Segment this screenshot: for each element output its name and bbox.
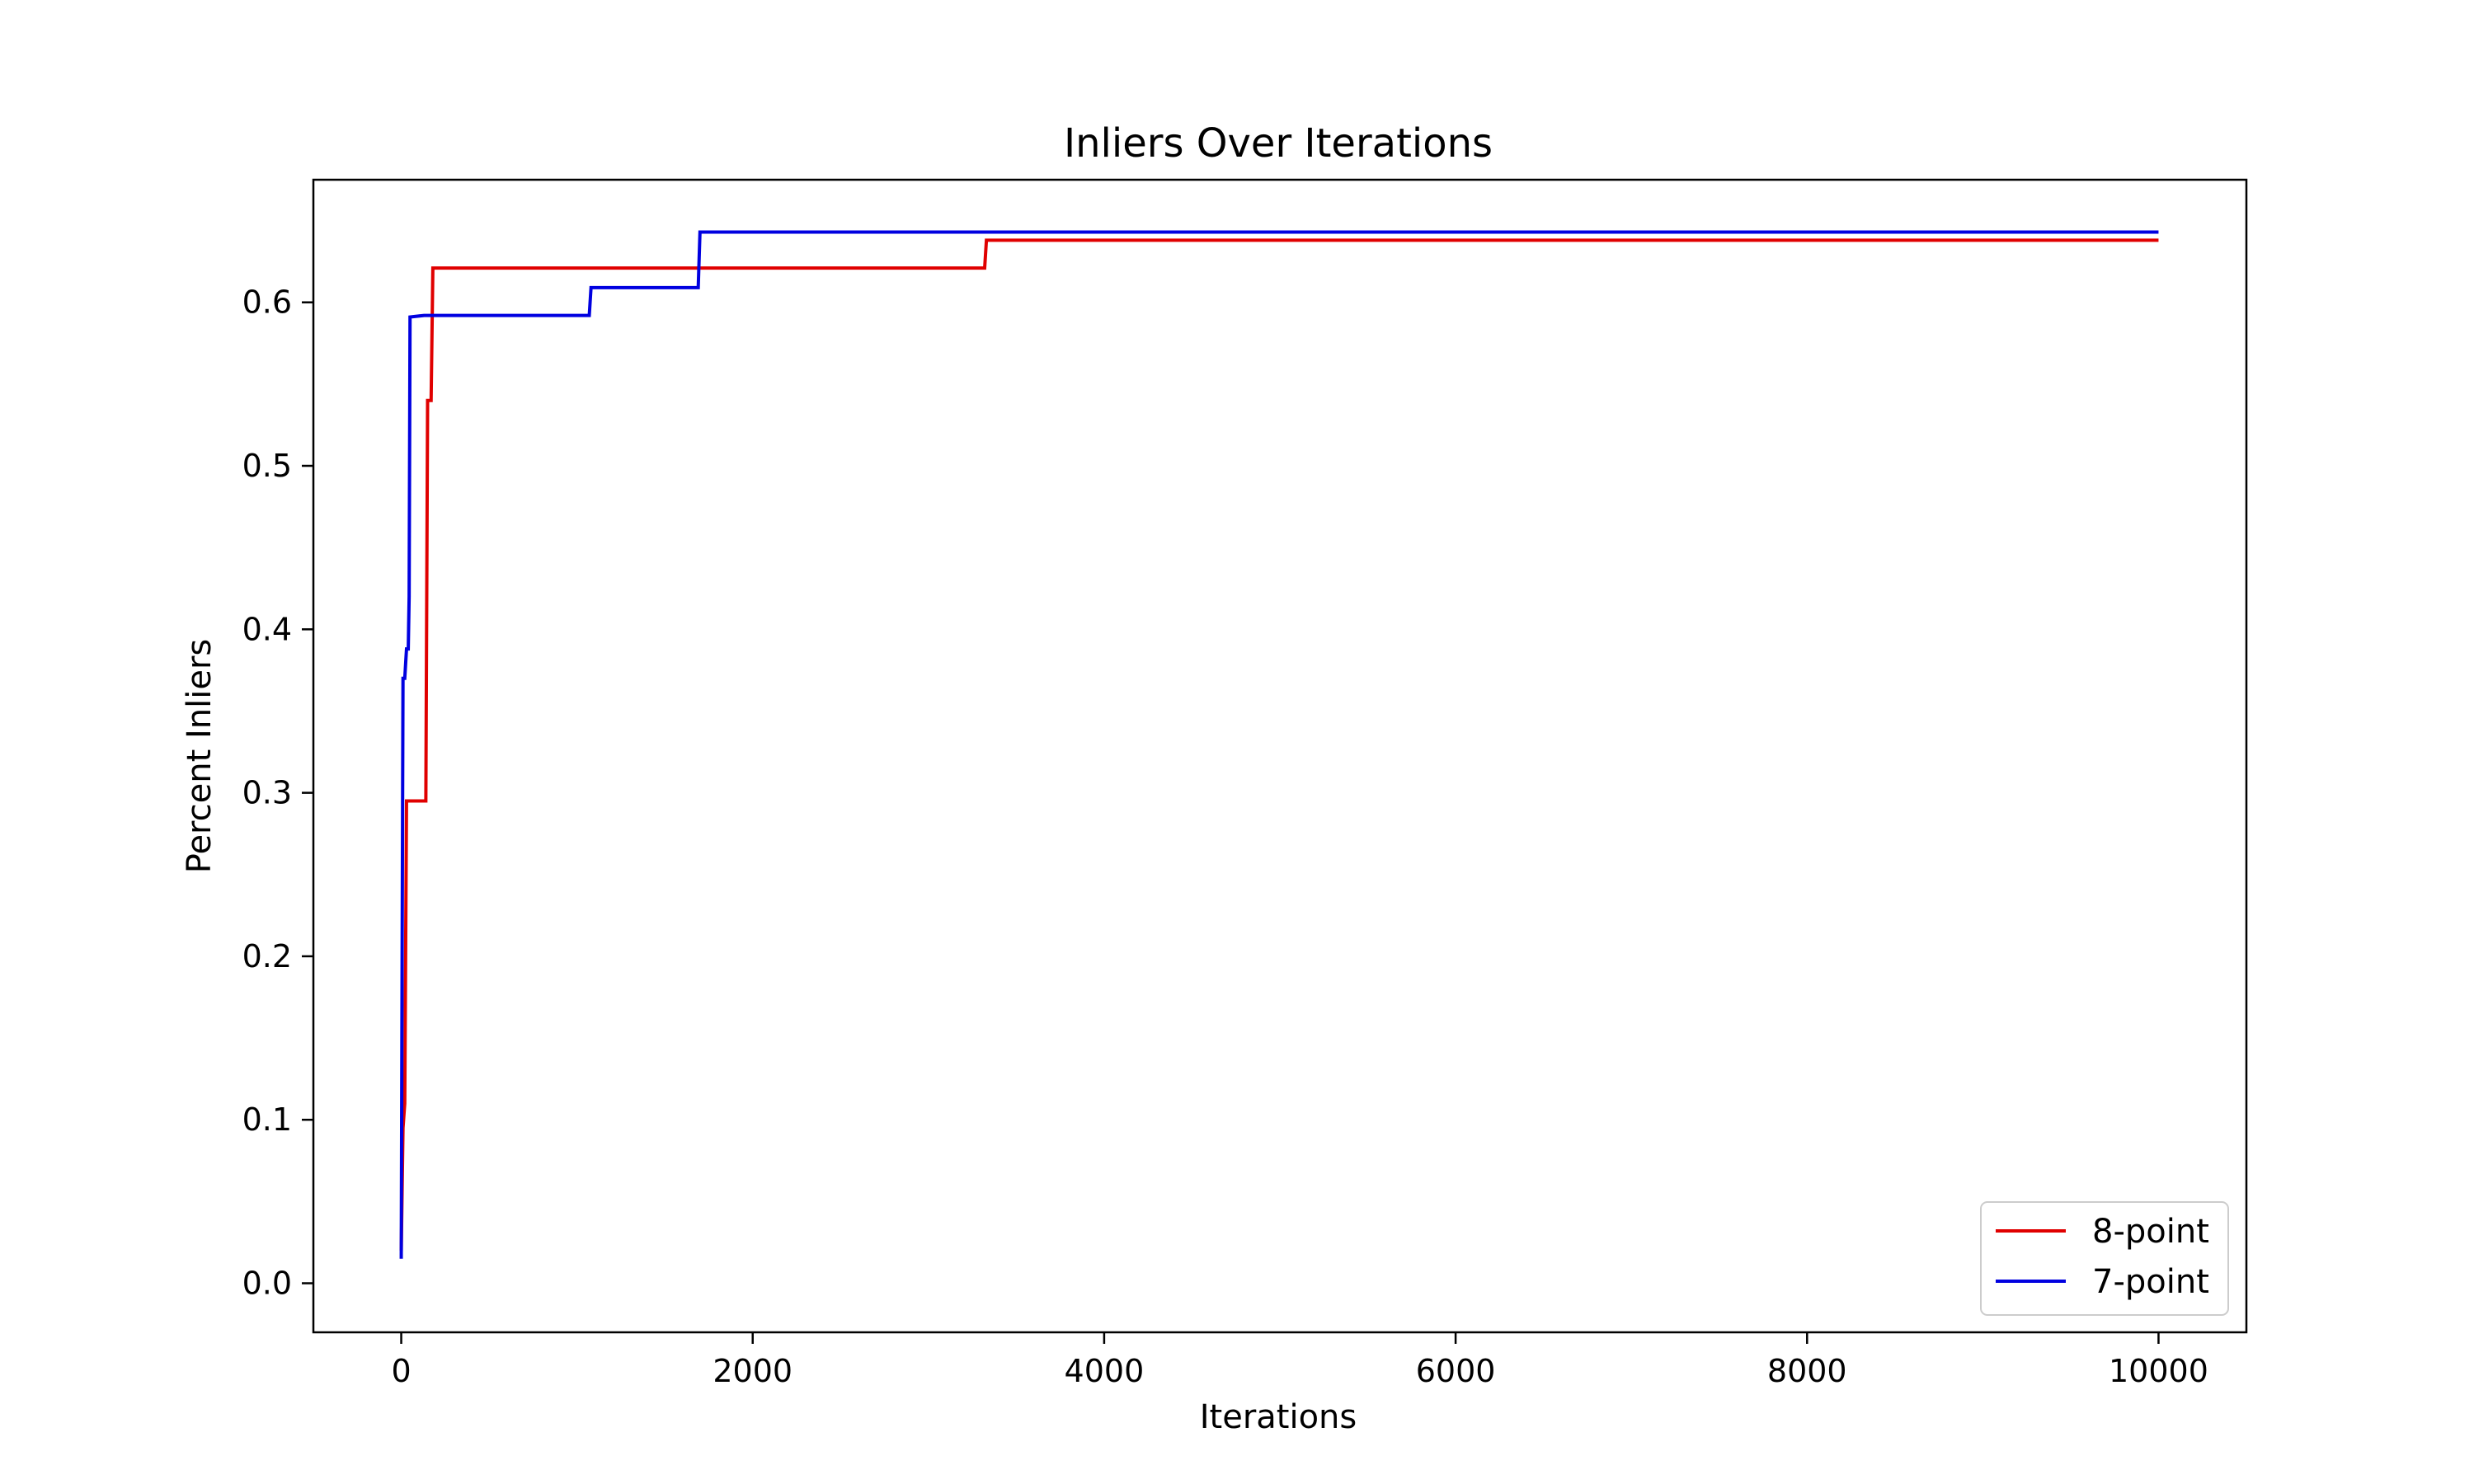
legend-label-7-point: 7-point	[2092, 1263, 2209, 1301]
y-tick-label: 0.5	[242, 448, 292, 484]
x-tick-label: 6000	[1416, 1353, 1496, 1389]
y-tick-label: 0.0	[242, 1266, 292, 1302]
legend-label-8-point: 8-point	[2092, 1213, 2209, 1251]
x-tick-label: 8000	[1767, 1353, 1847, 1389]
x-tick-label: 0	[391, 1353, 411, 1389]
y-tick-label: 0.2	[242, 938, 292, 974]
series-line-8-point	[399, 238, 2159, 1251]
x-tick-label: 2000	[713, 1353, 793, 1389]
y-tick-label: 0.6	[242, 284, 292, 321]
x-axis-label: Iterations	[1200, 1398, 1357, 1436]
x-axis: 0 2000 4000 6000 8000 10000	[391, 1332, 2208, 1389]
x-tick-label: 10000	[2109, 1353, 2208, 1389]
y-axis: 0.0 0.1 0.2 0.3 0.4 0.5 0.6	[242, 284, 313, 1302]
chart-title: Inliers Over Iterations	[1064, 120, 1493, 167]
plot-frame	[312, 178, 2248, 1334]
series-line-7-point	[399, 230, 2159, 1259]
series-layer	[399, 230, 2159, 1259]
y-tick-label: 0.4	[242, 611, 292, 647]
legend: 8-point 7-point	[1980, 1201, 2229, 1316]
y-tick-label: 0.3	[242, 775, 292, 811]
y-tick-label: 0.1	[242, 1101, 292, 1138]
y-axis-label: Percent Inliers	[181, 639, 219, 874]
x-tick-label: 4000	[1065, 1353, 1145, 1389]
